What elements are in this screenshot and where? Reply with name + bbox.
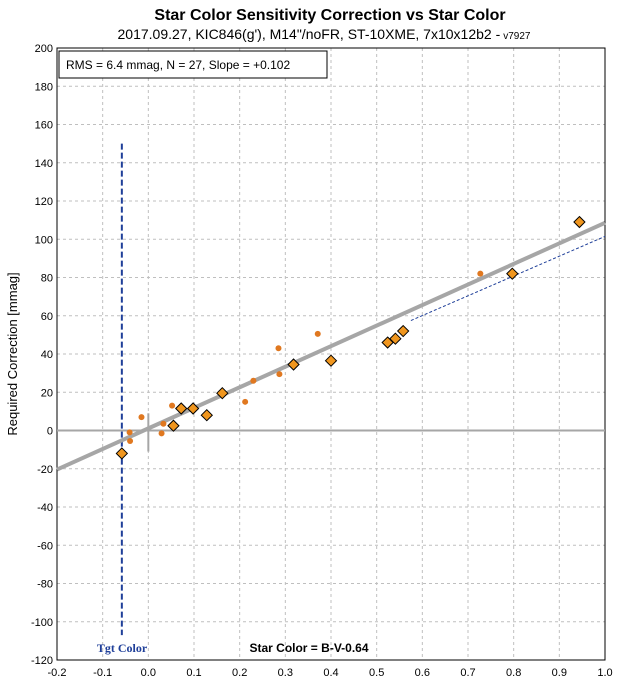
diamond-point [216, 386, 229, 400]
y-tick-label: 60 [41, 311, 53, 323]
dot-point [138, 414, 145, 421]
x-tick-label: 0.0 [141, 667, 156, 679]
dot-point [160, 420, 167, 427]
diamond-point [573, 215, 586, 229]
dot-point [242, 398, 249, 405]
stats-text: RMS = 6.4 mmag, N = 27, Slope = +0.102 [66, 58, 290, 72]
dashed-fit-line [410, 235, 606, 321]
diamond-point [186, 402, 200, 415]
y-tick-label: -100 [31, 617, 53, 629]
diamond-point [167, 419, 180, 432]
dot-point [158, 430, 165, 437]
data-markers [115, 215, 586, 460]
star-color-label: Star Color = B-V-0.64 [249, 641, 368, 655]
y-tick-label: -40 [37, 502, 53, 514]
x-tick-label: 0.1 [186, 667, 201, 679]
x-tick-label: 0.7 [460, 667, 475, 679]
x-tick-labels: -0.2 -0.1 0.0 0.1 0.2 0.3 0.4 0.5 0.6 0.7 0.8 0.9 1.… [48, 667, 613, 679]
diamond-point [324, 354, 338, 367]
y-tick-label: -60 [37, 540, 53, 552]
y-tick-label: 180 [35, 81, 53, 93]
diamond-point [506, 267, 519, 280]
x-tick-label: 0.8 [506, 667, 521, 679]
dot-point [314, 330, 321, 337]
target-color-label: Tgt Color [97, 641, 148, 655]
y-tick-label: 0 [47, 426, 53, 438]
diamond-point [115, 447, 129, 460]
chart-version: v7927 [503, 31, 531, 42]
y-tick-label: 140 [35, 158, 53, 170]
y-tick-label: -20 [37, 464, 53, 476]
x-tick-label: -0.1 [93, 667, 112, 679]
diamond-point [396, 324, 410, 338]
dot-point [126, 429, 133, 436]
fit-line [56, 220, 606, 472]
x-tick-label: 0.4 [323, 667, 338, 679]
stats-box [58, 50, 328, 79]
dot-point [250, 377, 257, 384]
dot-point [276, 371, 283, 378]
dot-point [169, 402, 176, 409]
diamond-point [200, 408, 213, 422]
y-axis-label: Required Correction [mmag] [5, 272, 20, 435]
y-tick-label: -120 [31, 655, 53, 667]
diamond-point [287, 358, 300, 371]
y-tick-label: 80 [41, 273, 53, 285]
x-tick-label: -0.2 [48, 667, 67, 679]
plot-area-border [56, 47, 606, 661]
y-tick-label: 40 [41, 349, 53, 361]
y-tick-label: 200 [35, 43, 53, 55]
chart-title: Star Color Sensitivity Correction vs Sta… [154, 7, 505, 24]
x-tick-label: 1.0 [597, 667, 612, 679]
dot-point [275, 345, 282, 352]
x-tick-label: 0.5 [369, 667, 384, 679]
y-tick-label: 20 [41, 387, 53, 399]
x-tick-label: 0.6 [415, 667, 430, 679]
x-tick-label: 0.3 [278, 667, 293, 679]
x-tick-label: 0.9 [552, 667, 567, 679]
y-tick-labels: -120 -100 -80 -60 -40 -20 0 20 40 60 80 100 120 140 16… [31, 43, 53, 667]
chart-subtitle: 2017.09.27, KIC846(g'), M14"/noFR, ST-10… [118, 26, 531, 42]
y-tick-label: -80 [37, 579, 53, 591]
x-tick-label: 0.2 [232, 667, 247, 679]
diamond-point [389, 332, 402, 345]
gridlines [57, 48, 605, 660]
y-tick-label: 160 [35, 120, 53, 132]
dot-point [477, 270, 484, 277]
dot-point [127, 438, 134, 445]
chart-subtitle-main: 2017.09.27, KIC846(g'), M14"/noFR, ST-10… [118, 26, 501, 42]
y-tick-label: 100 [35, 234, 53, 246]
diamond-point [175, 402, 188, 415]
y-tick-label: 120 [35, 196, 53, 208]
fit-lines [56, 143, 606, 636]
